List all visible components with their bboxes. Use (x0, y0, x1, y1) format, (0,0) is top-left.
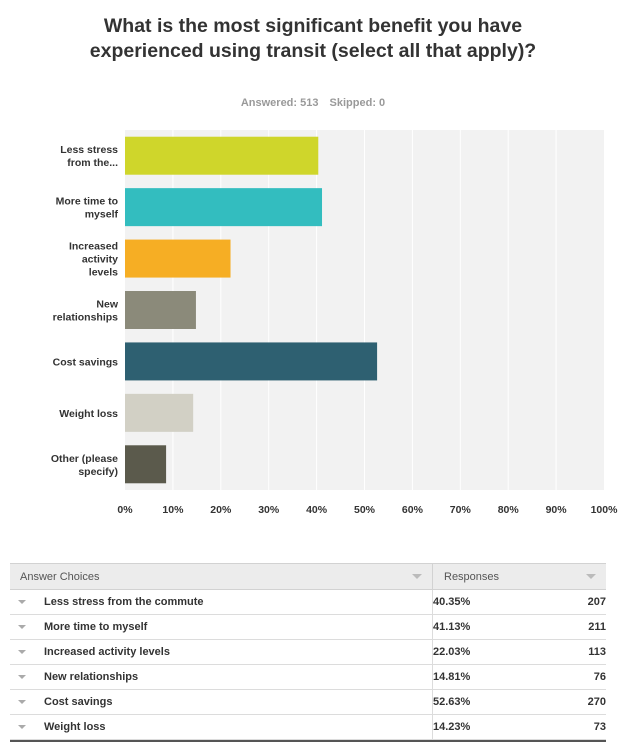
results-table: Answer Choices Responses Less stress fro… (10, 563, 606, 740)
expand-caret-icon[interactable] (18, 700, 26, 704)
response-percent: 52.63% (432, 689, 493, 715)
x-tick-label: 50% (354, 504, 376, 516)
x-tick-label: 80% (498, 504, 520, 516)
response-percent: 41.13% (432, 614, 493, 640)
skipped-count: Skipped: 0 (329, 97, 386, 109)
response-percent: 40.35% (432, 589, 493, 615)
x-tick-label: 70% (450, 504, 472, 516)
bar[interactable] (125, 342, 378, 381)
category-label: Cost savings (53, 356, 119, 368)
x-tick-label: 100% (591, 504, 619, 516)
x-tick-label: 20% (210, 504, 232, 516)
response-count: 113 (493, 639, 606, 665)
table-row: New relationships 14.81% 76 (10, 664, 606, 690)
answer-choice-label: More time to myself (44, 621, 148, 633)
answer-choices-header[interactable]: Answer Choices (10, 563, 433, 590)
answer-choice-label: Cost savings (44, 696, 113, 708)
answer-choices-header-label: Answer Choices (20, 570, 100, 583)
bar[interactable] (125, 188, 323, 227)
answer-choice-cell: More time to myself (10, 614, 433, 640)
expand-caret-icon[interactable] (18, 650, 26, 654)
table-header-row: Answer Choices Responses (10, 563, 606, 590)
bar[interactable] (125, 393, 194, 432)
answer-choice-cell: Increased activity levels (10, 639, 433, 665)
x-tick-label: 60% (402, 504, 424, 516)
category-label: Weight loss (59, 408, 118, 420)
category-label: Other (please specify) (51, 453, 118, 478)
answer-choice-cell: New relationships (10, 664, 433, 690)
answer-choice-label: New relationships (44, 671, 139, 683)
sort-caret-icon[interactable] (412, 574, 422, 579)
response-percent: 22.03% (432, 639, 493, 665)
answer-choice-label: Weight loss (44, 721, 106, 733)
x-tick-label: 90% (546, 504, 568, 516)
bar-chart: 0% 10% 20% 30% 40% 50% 60% 70% 80% 90% 100% Less st… (51, 130, 619, 516)
expand-caret-icon[interactable] (18, 675, 26, 679)
sort-caret-icon[interactable] (586, 574, 596, 579)
bar[interactable] (125, 445, 167, 484)
response-percent: 14.81% (432, 664, 493, 690)
responses-header-label: Responses (444, 570, 500, 583)
expand-caret-icon[interactable] (18, 725, 26, 729)
response-count: 270 (493, 689, 606, 715)
responses-header[interactable]: Responses (432, 563, 606, 590)
expand-caret-icon[interactable] (18, 625, 26, 629)
answer-choice-label: Increased activity levels (44, 646, 170, 658)
category-label: More time to myself (56, 196, 119, 221)
table-row: Cost savings 52.63% 270 (10, 689, 606, 715)
response-count: 207 (493, 589, 606, 615)
chart-title: What is the most significant benefit you… (89, 15, 537, 62)
response-count: 76 (493, 664, 606, 690)
table-body: Less stress from the commute 40.35% 207 Mor… (10, 589, 606, 740)
answer-choice-cell: Cost savings (10, 689, 433, 715)
answer-choice-cell: Weight loss (10, 714, 433, 740)
response-stats: Answered: 513 Skipped: 0 (0, 97, 626, 109)
answer-choice-label: Less stress from the commute (44, 596, 204, 608)
answered-count: Answered: 513 (240, 97, 319, 109)
table-row: Weight loss 14.23% 73 (10, 714, 606, 740)
x-tick-label: 30% (258, 504, 280, 516)
response-percent: 14.23% (432, 714, 493, 740)
category-label: Less stress from the... (60, 144, 118, 169)
expand-caret-icon[interactable] (18, 600, 26, 604)
table-row: More time to myself 41.13% 211 (10, 614, 606, 640)
response-count: 211 (493, 614, 606, 640)
x-tick-label: 40% (306, 504, 328, 516)
table-bottom-rule (10, 740, 606, 742)
x-tick-label: 0% (117, 504, 133, 516)
category-label: New relationships (53, 299, 119, 324)
bar[interactable] (125, 239, 231, 278)
table-row: Less stress from the commute 40.35% 207 (10, 589, 606, 615)
bar[interactable] (125, 291, 196, 329)
bar[interactable] (125, 136, 319, 175)
answer-choice-cell: Less stress from the commute (10, 589, 433, 615)
table-row: Increased activity levels 22.03% 113 (10, 639, 606, 665)
x-tick-label: 10% (162, 504, 184, 516)
category-label: Increased activity levels (69, 241, 118, 279)
response-count: 73 (493, 714, 606, 740)
